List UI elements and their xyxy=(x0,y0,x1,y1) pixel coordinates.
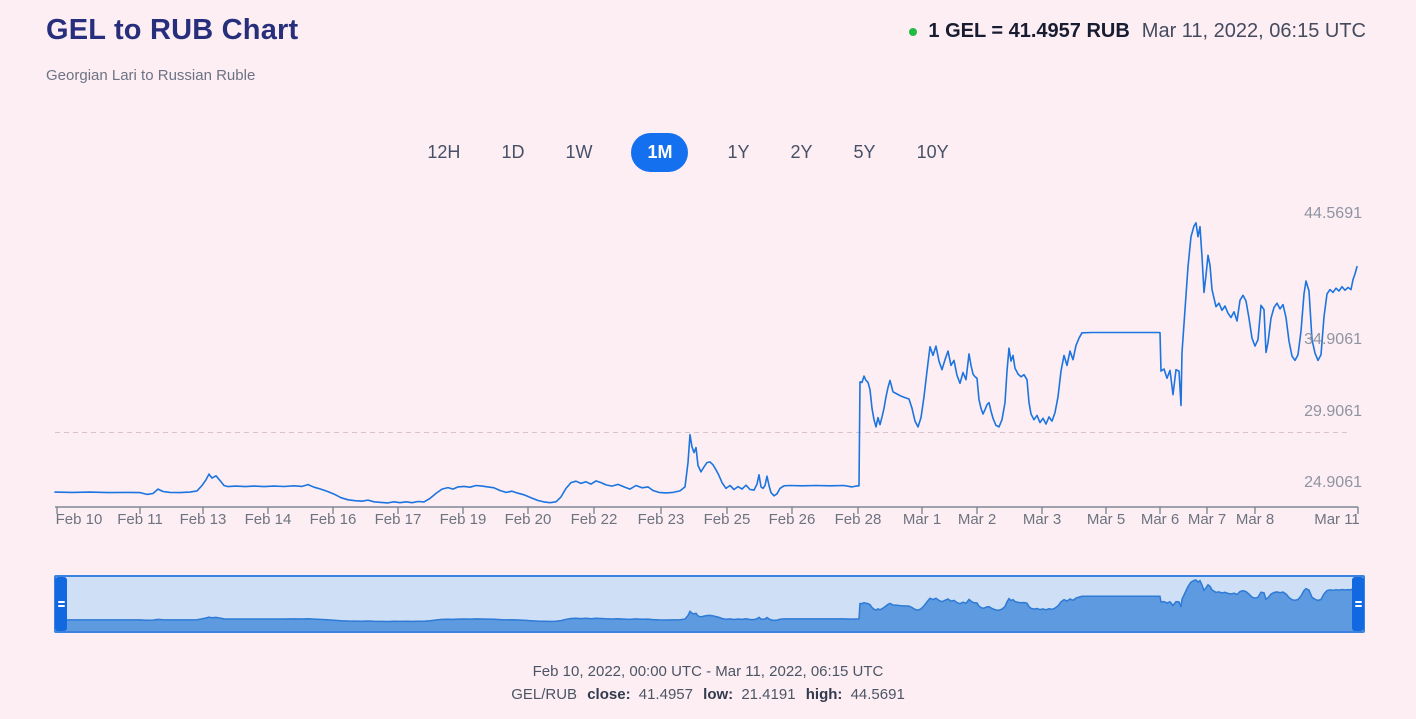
range-button-5y[interactable]: 5Y xyxy=(852,136,878,169)
x-axis-label: Mar 11 xyxy=(1314,511,1360,528)
range-button-1d[interactable]: 1D xyxy=(499,136,526,169)
x-axis-label: Mar 5 xyxy=(1086,511,1126,528)
page-subtitle: Georgian Lari to Russian Ruble xyxy=(46,67,256,84)
stats-high-value: 44.5691 xyxy=(850,686,905,703)
brush-handle-right[interactable] xyxy=(1352,577,1364,631)
current-rate: 1 GEL = 41.4957 RUB Mar 11, 2022, 06:15 … xyxy=(909,20,1366,43)
chart-stats: GEL/RUB close: 41.4957 low: 21.4191 high… xyxy=(0,686,1416,703)
x-axis-label: Feb 20 xyxy=(504,511,552,528)
x-axis-label: Feb 10 xyxy=(55,511,103,528)
brush-handle-left[interactable] xyxy=(55,577,67,631)
y-axis-label: 44.5691 xyxy=(1304,205,1362,222)
rate-timestamp: Mar 11, 2022, 06:15 UTC xyxy=(1141,20,1366,42)
chart-period: Feb 10, 2022, 00:00 UTC - Mar 11, 2022, … xyxy=(532,663,884,680)
stats-low-label: low: xyxy=(703,686,734,703)
x-axis-label: Mar 1 xyxy=(902,511,942,528)
x-axis-label: Feb 22 xyxy=(570,511,618,528)
range-button-10y[interactable]: 10Y xyxy=(915,136,951,169)
x-axis-label: Feb 16 xyxy=(309,511,357,528)
stats-low-value: 21.4191 xyxy=(741,686,796,703)
x-axis-label: Mar 6 xyxy=(1140,511,1180,528)
rate-text: 1 GEL = 41.4957 RUB xyxy=(928,20,1130,42)
range-button-1y[interactable]: 1Y xyxy=(725,136,751,169)
x-axis-label: Mar 2 xyxy=(957,511,997,528)
stats-pair: GEL/RUB xyxy=(511,686,578,703)
x-axis-label: Feb 14 xyxy=(244,511,292,528)
x-axis-label: Feb 11 xyxy=(117,511,163,528)
stats-close-value: 41.4957 xyxy=(638,686,693,703)
x-axis-label: Feb 23 xyxy=(637,511,685,528)
status-dot xyxy=(909,27,918,36)
chart-plot-area[interactable] xyxy=(55,198,1358,507)
range-button-1w[interactable]: 1W xyxy=(563,136,594,169)
time-range-brush[interactable] xyxy=(54,575,1365,633)
stats-close-label: close: xyxy=(587,686,631,703)
drag-handle-icon xyxy=(57,601,65,603)
x-axis-label: Mar 3 xyxy=(1022,511,1062,528)
page-title: GEL to RUB Chart xyxy=(46,14,299,46)
range-buttons: 12H 1D 1W 1M 1Y 2Y 5Y 10Y xyxy=(0,133,1416,172)
stats-high-label: high: xyxy=(805,686,843,703)
x-axis-label: Feb 25 xyxy=(703,511,751,528)
x-axis-label: Mar 8 xyxy=(1235,511,1275,528)
x-axis-label: Mar 7 xyxy=(1187,511,1227,528)
range-button-1m[interactable]: 1M xyxy=(631,133,689,172)
x-axis-label: Feb 19 xyxy=(439,511,487,528)
range-button-12h[interactable]: 12H xyxy=(425,136,462,169)
x-axis-label: Feb 13 xyxy=(179,511,227,528)
range-button-2y[interactable]: 2Y xyxy=(789,136,815,169)
x-axis-label: Feb 17 xyxy=(374,511,422,528)
drag-handle-icon xyxy=(1354,601,1362,603)
x-axis-label: Feb 26 xyxy=(768,511,816,528)
x-axis-label: Feb 28 xyxy=(834,511,882,528)
